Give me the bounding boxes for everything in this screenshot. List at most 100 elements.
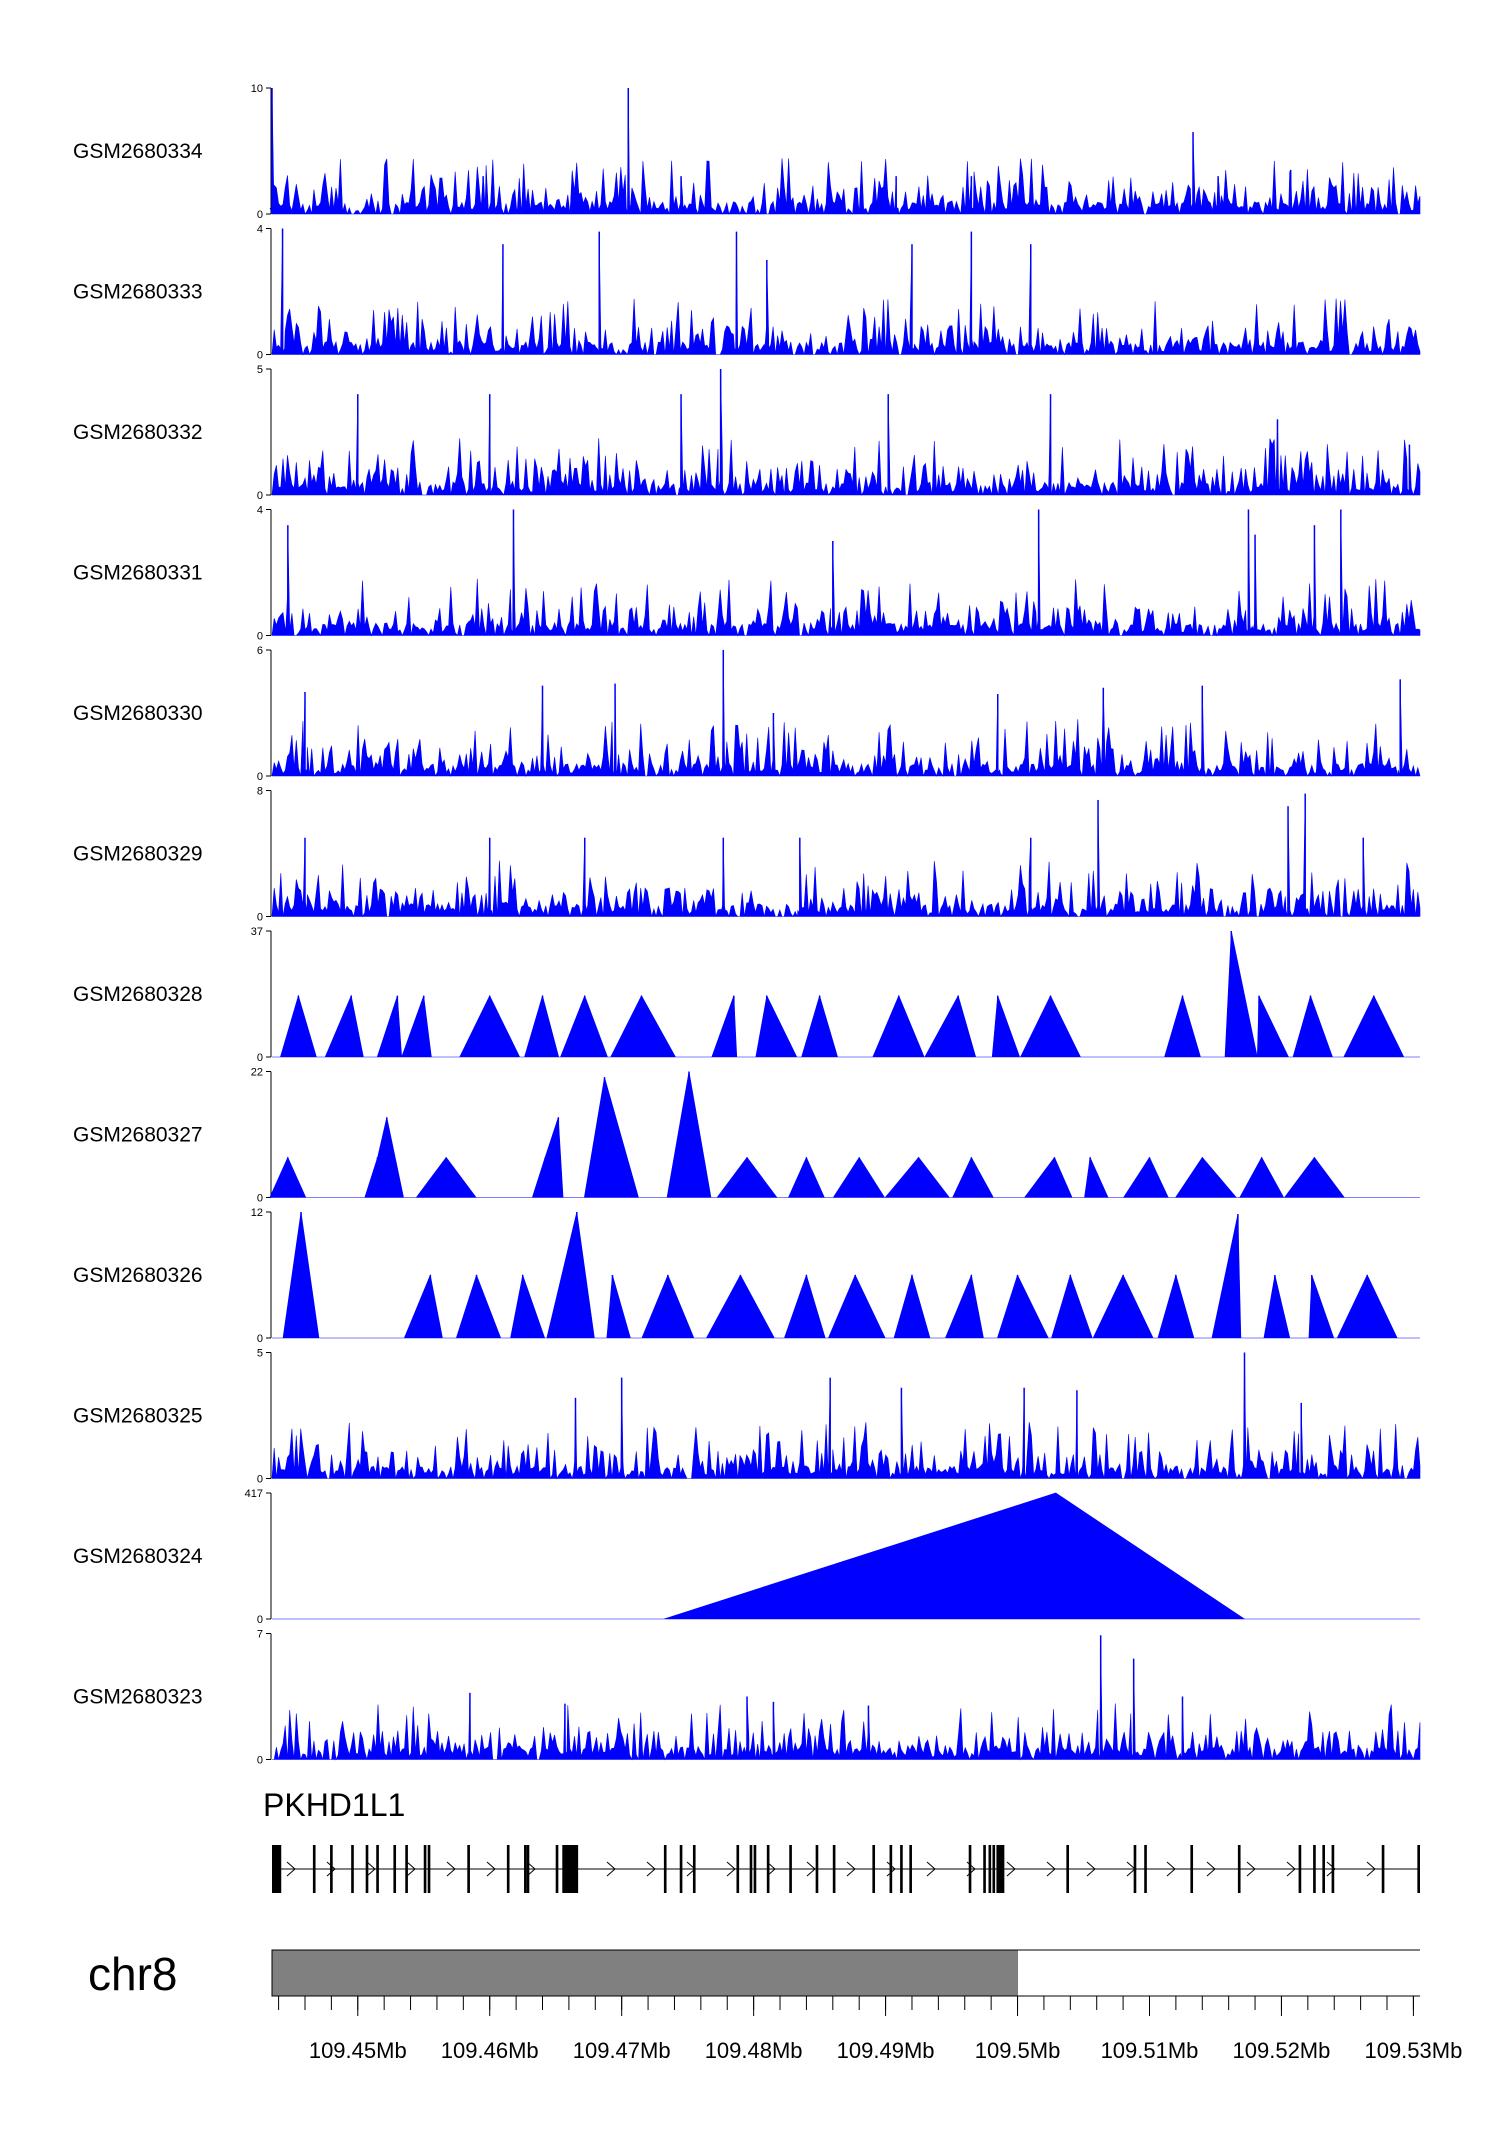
gene-exon [1133, 1845, 1137, 1893]
x-tick-label: 109.48Mb [705, 2038, 803, 2063]
y-tick-label: 5 [257, 364, 263, 376]
coverage-area [271, 793, 1421, 918]
strand-arrow [446, 1861, 456, 1877]
y-tick-label: 0 [257, 1333, 263, 1345]
y-tick-label: 0 [257, 1474, 263, 1486]
strand-arrow [806, 1861, 816, 1877]
x-tick-label: 109.5Mb [975, 2038, 1061, 2063]
y-tick-label: 22 [251, 1067, 263, 1079]
x-tick-label: 109.51Mb [1101, 2038, 1199, 2063]
gene-exon [506, 1845, 510, 1893]
strand-arrow [926, 1861, 936, 1877]
y-tick-label: 0 [257, 1193, 263, 1205]
track-label: GSM2680332 [73, 421, 203, 444]
gene-exon [376, 1845, 379, 1893]
strand-arrow [846, 1861, 856, 1877]
strand-arrow [766, 1861, 776, 1877]
track-GSM2680332: GSM2680332 5 0 [73, 364, 1421, 502]
gene-exon [692, 1845, 696, 1893]
strand-arrow [1246, 1861, 1256, 1877]
y-tick-label: 12 [251, 1207, 263, 1219]
track-GSM2680329: GSM2680329 8 0 [73, 786, 1421, 924]
gene-exon [889, 1845, 893, 1893]
gene-exon [1331, 1845, 1335, 1893]
gene-exon [427, 1845, 431, 1893]
coverage-area [269, 87, 1421, 216]
gene-exon [832, 1845, 836, 1893]
track-GSM2680324: GSM2680324 417 0 [73, 1488, 1420, 1626]
coverage-area [271, 1352, 1421, 1480]
y-tick-label: 0 [257, 490, 263, 502]
gene-exon [312, 1845, 316, 1893]
track-label: GSM2680325 [73, 1405, 203, 1428]
gene-exon [467, 1845, 470, 1893]
gene-exon [789, 1845, 792, 1893]
track-label: GSM2680326 [73, 1264, 203, 1287]
track-label: GSM2680324 [73, 1545, 203, 1568]
track-label: GSM2680327 [73, 1124, 203, 1147]
x-tick-label: 109.47Mb [573, 2038, 671, 2063]
gene-exon [900, 1845, 903, 1893]
gene-exon [405, 1845, 408, 1893]
chromosome-ideogram: chr8 [88, 1948, 1420, 2000]
y-tick-label: 0 [257, 1052, 263, 1064]
x-tick-label: 109.52Mb [1233, 2038, 1331, 2063]
track-label: GSM2680329 [73, 843, 203, 866]
y-tick-label: 4 [257, 505, 263, 517]
y-tick-label: 0 [257, 771, 263, 783]
track-GSM2680326: GSM2680326 12 0 [73, 1207, 1420, 1345]
strand-arrow [1206, 1861, 1216, 1877]
track-label: GSM2680334 [73, 140, 203, 163]
gene-exon [992, 1845, 996, 1893]
strand-arrow [1366, 1861, 1376, 1877]
track-GSM2680325: GSM2680325 5 0 [73, 1348, 1421, 1486]
x-tick-label: 109.45Mb [309, 2038, 407, 2063]
coverage-area [272, 1211, 1420, 1339]
gene-exon [1417, 1845, 1420, 1893]
y-tick-label: 8 [257, 786, 263, 798]
y-tick-label: 0 [257, 1755, 263, 1767]
coverage-area [271, 368, 1421, 497]
ideogram-band [1017, 1950, 1420, 1996]
gene-track: PKHD1L1 [263, 1787, 1420, 1893]
strand-arrow [326, 1861, 336, 1877]
gene-exon [996, 1845, 1005, 1893]
gene-exon [423, 1845, 427, 1893]
strand-arrow [606, 1861, 616, 1877]
gene-exon [351, 1845, 354, 1893]
strand-arrow [1326, 1861, 1336, 1877]
gene-exon [1381, 1845, 1385, 1893]
y-tick-label: 37 [251, 926, 263, 938]
gene-exon [562, 1845, 579, 1893]
strand-arrow [526, 1861, 536, 1877]
x-tick-label: 109.46Mb [441, 2038, 539, 2063]
strand-arrow [726, 1861, 736, 1877]
y-tick-label: 0 [257, 1614, 263, 1626]
gene-exon [1313, 1845, 1316, 1893]
track-GSM2680328: GSM2680328 37 0 [73, 926, 1420, 1064]
track-label: GSM2680331 [73, 562, 203, 585]
gene-exon [1144, 1845, 1147, 1893]
genomic-axis: 109.45Mb 109.46Mb 109.47Mb 109.48Mb 109.49Mb… [278, 1996, 1462, 2063]
y-tick-label: 417 [245, 1488, 263, 1500]
gene-exon [753, 1845, 757, 1893]
y-tick-label: 7 [257, 1629, 263, 1641]
gene-exon [393, 1845, 397, 1893]
track-label: GSM2680323 [73, 1686, 203, 1709]
gene-name-label: PKHD1L1 [263, 1787, 405, 1823]
x-tick-label: 109.49Mb [837, 2038, 935, 2063]
track-GSM2680327: GSM2680327 22 0 [73, 1067, 1420, 1205]
gene-exon [815, 1845, 819, 1893]
gene-exon [524, 1845, 527, 1893]
strand-arrow [286, 1861, 296, 1877]
ideogram-band [271, 1949, 1019, 1997]
coverage-area [269, 1071, 1420, 1198]
y-tick-label: 10 [251, 83, 263, 95]
strand-arrow [406, 1861, 416, 1877]
x-tick-label: 109.53Mb [1364, 2038, 1462, 2063]
strand-arrow [1046, 1861, 1056, 1877]
track-label: GSM2680333 [73, 281, 203, 304]
track-GSM2680334: GSM2680334 10 0 [73, 83, 1421, 221]
track-label: GSM2680328 [73, 983, 203, 1006]
strand-arrow [1006, 1861, 1016, 1877]
